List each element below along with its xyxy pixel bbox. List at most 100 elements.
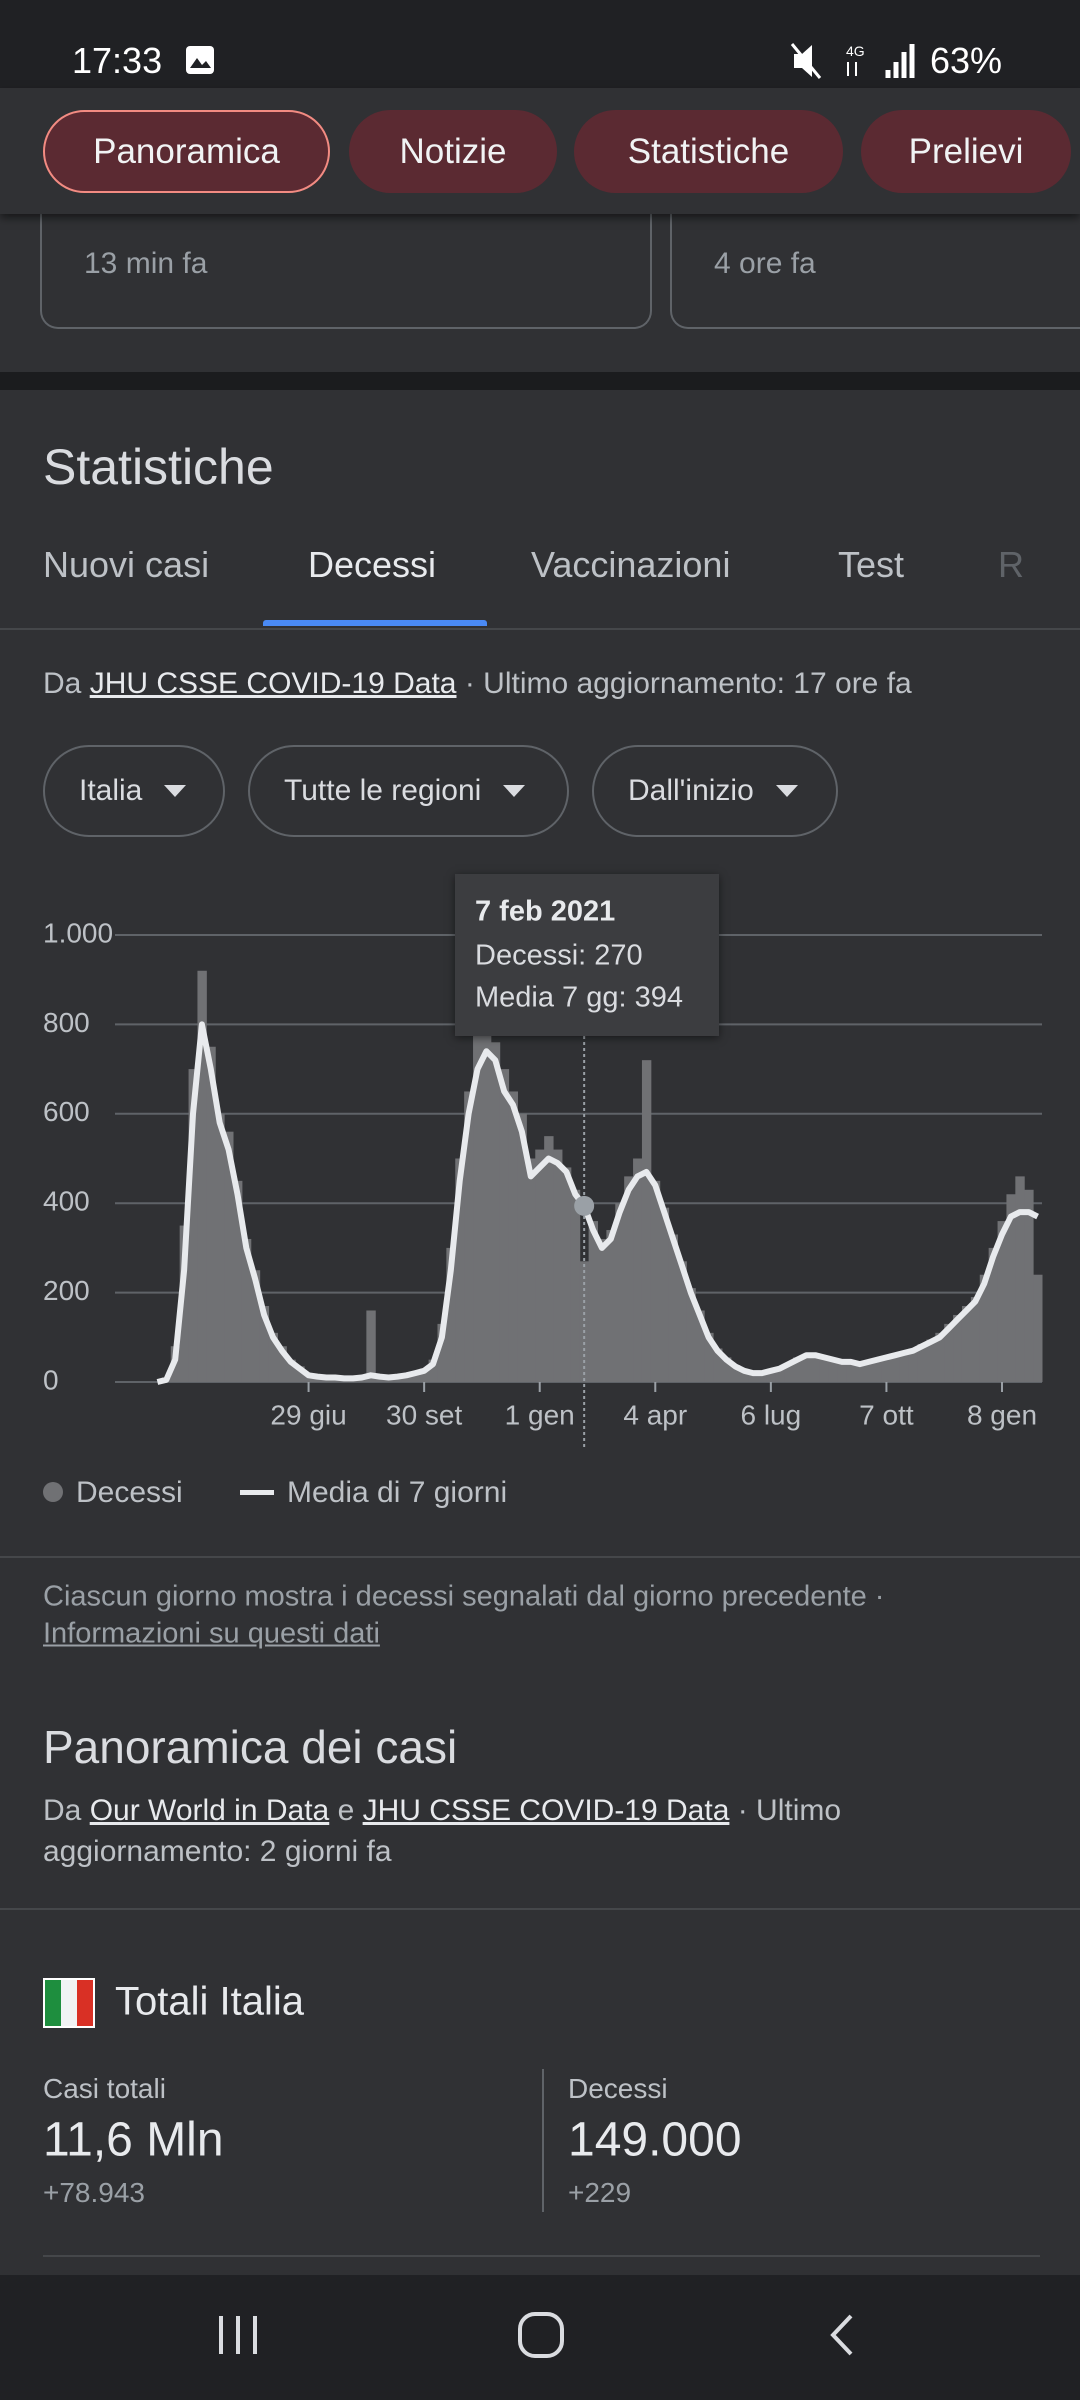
section-title: Statistiche <box>43 439 274 495</box>
back-button[interactable] <box>825 2312 859 2358</box>
bar <box>846 1361 856 1382</box>
bar <box>553 1149 563 1382</box>
bar <box>1006 1194 1016 1382</box>
bar <box>917 1344 927 1382</box>
news-card[interactable] <box>40 200 652 329</box>
bar <box>597 1238 607 1382</box>
svg-text:4G: 4G <box>846 43 865 59</box>
x-tick-label: 1 gen <box>505 1399 575 1430</box>
bar <box>668 1234 679 1382</box>
bar <box>419 1368 430 1382</box>
dropdown-arrow <box>503 785 526 797</box>
section-divider <box>0 372 1080 390</box>
y-tick-label: 400 <box>43 1186 90 1217</box>
bar <box>793 1357 803 1382</box>
divider <box>0 628 1080 630</box>
source-prefix: Da <box>43 667 82 700</box>
bar <box>650 1180 661 1382</box>
bar <box>739 1369 750 1382</box>
bar <box>481 1024 492 1382</box>
totals-title: Totali Italia <box>115 1979 304 2024</box>
source-line: Da JHU CSSE COVID-19 Data · Ultimo aggio… <box>43 667 912 701</box>
x-tick-label: 8 gen <box>967 1399 1037 1430</box>
bar <box>784 1363 794 1382</box>
stat-value: 11,6 Mln <box>43 2113 224 2167</box>
bar <box>277 1346 287 1382</box>
bar <box>873 1358 883 1382</box>
bar <box>615 1203 625 1382</box>
bar <box>837 1360 847 1382</box>
bar <box>997 1221 1007 1382</box>
bar <box>259 1306 270 1382</box>
tab[interactable]: R <box>998 544 1024 585</box>
bar <box>988 1247 999 1382</box>
bar <box>704 1332 714 1382</box>
bar <box>641 1060 652 1382</box>
y-tick-label: 0 <box>43 1364 59 1395</box>
bar <box>179 1225 190 1382</box>
y-tick-label: 1.000 <box>43 917 113 948</box>
source-suffix: · Ultimo aggiornamento: 2 giorni fa <box>43 1794 842 1868</box>
bar <box>713 1348 723 1382</box>
bar <box>828 1358 839 1382</box>
stat-label: Casi totali <box>43 2073 166 2104</box>
dropdown-arrow <box>775 785 798 797</box>
filter-dropdown[interactable]: Italia <box>43 745 225 837</box>
chip[interactable]: Statistiche <box>574 110 843 193</box>
nav-bar <box>0 2275 1080 2400</box>
bar <box>206 1046 216 1382</box>
bar <box>241 1238 252 1382</box>
chart: 0 200 400 600 800 1.000 29 giu 30 set 1 gen 4 apr… <box>43 917 1043 1450</box>
tab-indicator <box>263 620 487 626</box>
x-tick-label: 6 lug <box>740 1399 801 1430</box>
filter-dropdown[interactable]: Tutte le regioni <box>248 745 569 837</box>
gallery-icon <box>186 46 214 74</box>
bar <box>286 1359 296 1382</box>
x-tick-label: 30 set <box>386 1399 462 1430</box>
tab[interactable]: Vaccinazioni <box>531 544 731 585</box>
stat-change: +78.943 <box>43 2177 145 2208</box>
chip[interactable]: Notizie <box>349 110 557 193</box>
bar <box>748 1372 759 1382</box>
bar <box>979 1274 990 1382</box>
tab[interactable]: Nuovi casi <box>43 544 210 585</box>
legend-label: Media di 7 giorni <box>287 1476 508 1509</box>
filter-label: Italia <box>79 774 143 807</box>
bar <box>606 1230 616 1382</box>
source-link[interactable]: JHU CSSE COVID-19 Data <box>362 1794 730 1827</box>
bar <box>819 1356 830 1382</box>
tab[interactable]: Decessi <box>308 544 437 585</box>
bar <box>428 1359 438 1382</box>
source-link[interactable]: Our World in Data <box>89 1794 330 1827</box>
bar <box>757 1372 767 1382</box>
bar <box>944 1323 954 1382</box>
source-link[interactable]: JHU CSSE COVID-19 Data <box>89 667 457 700</box>
home-button[interactable] <box>516 2310 566 2360</box>
stat-change: +229 <box>568 2177 632 2208</box>
bar <box>624 1176 634 1382</box>
info-link[interactable]: Informazioni su questi dati <box>43 1617 380 1650</box>
bar <box>464 1091 474 1382</box>
card-time: 4 ore fa <box>714 247 816 280</box>
section-title: Panoramica dei casi <box>43 1721 458 1773</box>
bar <box>908 1348 919 1382</box>
bar <box>899 1351 910 1382</box>
source-conj: e <box>337 1794 355 1827</box>
bar <box>810 1353 821 1382</box>
chip-bar: Panoramica Notizie Statistiche Prelievi <box>0 88 1080 214</box>
divider <box>43 2255 1040 2257</box>
battery-level: 63% <box>930 40 1003 81</box>
chip[interactable]: Panoramica <box>43 110 330 193</box>
chip[interactable]: Prelievi <box>861 110 1071 193</box>
news-card[interactable] <box>670 200 1080 329</box>
bar <box>224 1131 234 1382</box>
x-tick-label: 29 giu <box>270 1399 346 1430</box>
filter-dropdown[interactable]: Dall'inizio <box>592 745 838 837</box>
bar <box>473 1033 483 1382</box>
bar <box>935 1332 945 1382</box>
bar <box>775 1367 785 1382</box>
tab[interactable]: Test <box>838 544 905 585</box>
recents-button[interactable] <box>215 2312 261 2358</box>
bar <box>570 1189 581 1382</box>
